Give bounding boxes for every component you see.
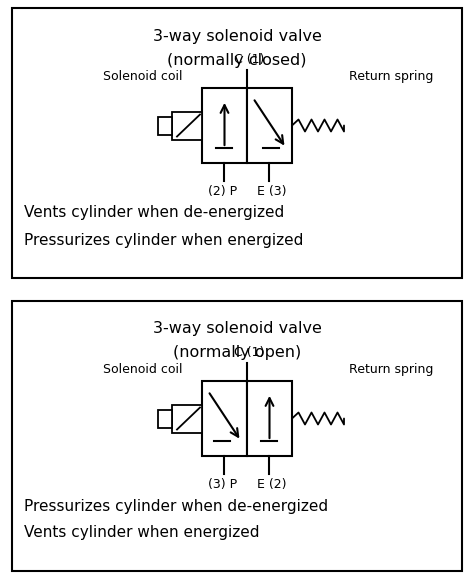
- Bar: [247, 381, 292, 456]
- Text: (2) P: (2) P: [208, 185, 237, 198]
- Text: Vents cylinder when de-energized: Vents cylinder when de-energized: [24, 205, 284, 221]
- Text: Solenoid coil: Solenoid coil: [103, 70, 183, 83]
- Text: Pressurizes cylinder when de-energized: Pressurizes cylinder when de-energized: [24, 498, 328, 514]
- Text: C (1): C (1): [234, 53, 264, 66]
- Text: E (2): E (2): [257, 478, 286, 491]
- Text: Return spring: Return spring: [349, 363, 433, 376]
- Text: C (1): C (1): [234, 346, 264, 359]
- Bar: [172, 112, 202, 140]
- Text: 3-way solenoid valve: 3-way solenoid valve: [153, 322, 321, 336]
- Bar: [12, 301, 462, 571]
- Text: Solenoid coil: Solenoid coil: [103, 363, 183, 376]
- Text: (normally open): (normally open): [173, 346, 301, 360]
- Text: Pressurizes cylinder when energized: Pressurizes cylinder when energized: [24, 232, 303, 248]
- Text: Vents cylinder when energized: Vents cylinder when energized: [24, 525, 259, 541]
- Text: (normally closed): (normally closed): [167, 52, 307, 68]
- Bar: [158, 116, 172, 134]
- Bar: [172, 404, 202, 433]
- Text: (3) P: (3) P: [208, 478, 237, 491]
- Bar: [158, 410, 172, 427]
- Text: E (3): E (3): [257, 185, 286, 198]
- Bar: [202, 88, 247, 163]
- Text: Return spring: Return spring: [349, 70, 433, 83]
- Bar: [247, 88, 292, 163]
- Bar: [202, 381, 247, 456]
- Text: 3-way solenoid valve: 3-way solenoid valve: [153, 29, 321, 43]
- Bar: [12, 8, 462, 278]
